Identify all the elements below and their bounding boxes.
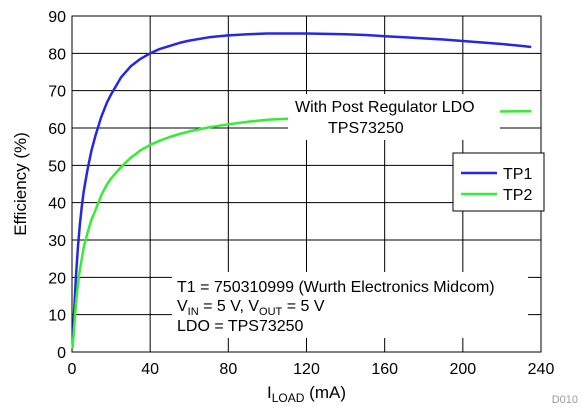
y-tick-label: 10 xyxy=(48,308,66,325)
y-tick-label: 40 xyxy=(48,196,66,213)
vin-value: = 5 V, xyxy=(199,298,249,315)
x-tick-label: 80 xyxy=(219,361,237,378)
y-tick-label: 60 xyxy=(48,121,66,138)
x-tick-labels: 0 40 80 120 160 200 240 xyxy=(68,361,555,378)
y-tick-label: 0 xyxy=(57,345,66,362)
y-tick-labels: 0 10 20 30 40 50 60 70 80 90 xyxy=(48,9,66,362)
x-axis-title-sub: LOAD xyxy=(272,391,305,405)
legend-label-tp2: TP2 xyxy=(503,187,532,204)
info-voltage-line: VIN = 5 V, VOUT = 5 V xyxy=(177,298,325,318)
x-tick-label: 40 xyxy=(141,361,159,378)
y-tick-label: 30 xyxy=(48,233,66,250)
y-tick-label: 50 xyxy=(48,158,66,175)
y-tick-label: 70 xyxy=(48,84,66,101)
vout-value: = 5 V xyxy=(282,298,325,315)
vout-sub: OUT xyxy=(259,306,283,318)
info-transformer-line: T1 = 750310999 (Wurth Electronics Midcom… xyxy=(177,279,495,296)
series-line-tp1 xyxy=(71,32,532,345)
y-axis-title: Efficiency (%) xyxy=(11,132,30,236)
x-axis-title: ILOAD (mA) xyxy=(267,383,346,405)
vin-main: V xyxy=(177,298,188,315)
legend-box xyxy=(452,152,545,212)
y-tick-label: 80 xyxy=(48,46,66,63)
x-tick-label: 0 xyxy=(68,361,77,378)
post-regulator-label-line2: TPS73250 xyxy=(328,120,404,137)
legend: TP1 TP2 xyxy=(452,152,545,212)
x-tick-label: 120 xyxy=(293,361,320,378)
y-tick-label: 20 xyxy=(48,270,66,287)
legend-label-tp1: TP1 xyxy=(503,166,532,183)
post-regulator-label-background xyxy=(288,94,500,140)
vout-main: V xyxy=(248,298,259,315)
x-axis-title-main: I xyxy=(267,383,272,402)
x-axis-title-suffix: (mA) xyxy=(304,383,346,402)
figure-id: D010 xyxy=(552,394,578,406)
post-regulator-label-line1: With Post Regulator LDO xyxy=(295,99,475,116)
vin-sub: IN xyxy=(188,306,199,318)
info-label-background xyxy=(172,272,528,338)
y-tick-label: 90 xyxy=(48,9,66,26)
x-tick-label: 240 xyxy=(528,361,555,378)
x-tick-label: 200 xyxy=(449,361,476,378)
x-tick-label: 160 xyxy=(371,361,398,378)
info-ldo-line: LDO = TPS73250 xyxy=(177,318,304,335)
